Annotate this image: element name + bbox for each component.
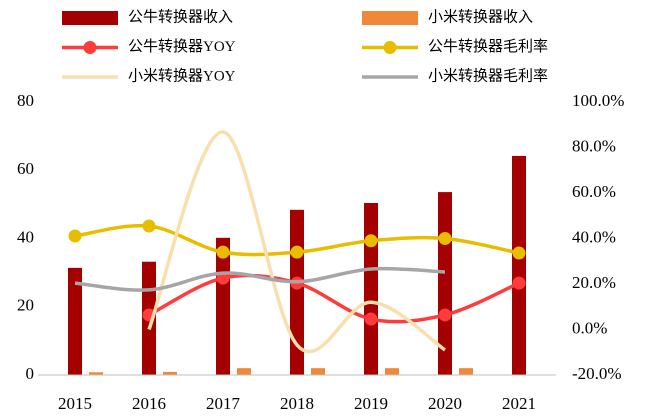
legend-marker — [83, 41, 97, 54]
y2-tick-label: 100.0% — [572, 91, 624, 110]
marker — [68, 229, 82, 243]
legend-marker — [383, 41, 397, 54]
x-tick-label: 2016 — [132, 394, 166, 413]
legend-label: 公牛转换器YOY — [128, 38, 236, 55]
bar — [237, 368, 251, 375]
bar — [163, 371, 177, 375]
legend-label: 小米转换器收入 — [428, 8, 533, 25]
marker — [364, 234, 378, 248]
line — [74, 266, 446, 292]
x-tick-label: 2020 — [428, 394, 462, 413]
marker — [438, 308, 452, 322]
legend-swatch — [362, 11, 418, 25]
marker — [438, 232, 452, 245]
line — [148, 273, 520, 324]
legend-label: 小米转换器YOY — [128, 67, 236, 84]
bar — [512, 155, 526, 375]
marker — [142, 219, 156, 233]
marker — [512, 246, 526, 260]
x-tick-label: 2018 — [280, 394, 314, 413]
y-tick-label: 20 — [17, 296, 34, 315]
line — [147, 130, 447, 354]
bar — [385, 368, 399, 375]
marker — [512, 276, 526, 290]
y2-tick-label: 60.0% — [572, 182, 616, 201]
legend-swatch — [62, 11, 118, 25]
y2-tick-label: 0.0% — [572, 318, 607, 337]
x-tick-label: 2019 — [354, 394, 388, 413]
bar — [89, 372, 103, 375]
legend-label: 小米转换器毛利率 — [428, 67, 548, 84]
marker — [290, 245, 304, 259]
y-tick-label: 0 — [26, 364, 35, 383]
y2-tick-label: 40.0% — [572, 227, 616, 246]
legend-label: 公牛转换器毛利率 — [428, 38, 548, 55]
marker — [364, 312, 378, 326]
bar — [68, 267, 82, 375]
y2-tick-label: 20.0% — [572, 273, 616, 292]
x-tick-label: 2015 — [58, 394, 92, 413]
x-tick-label: 2021 — [502, 394, 536, 413]
bar — [459, 368, 473, 375]
y-tick-label: 60 — [17, 159, 34, 178]
y-tick-label: 80 — [17, 91, 34, 110]
marker — [216, 245, 230, 259]
x-tick-label: 2017 — [206, 394, 241, 413]
bar — [311, 368, 325, 375]
y2-tick-label: 80.0% — [572, 136, 616, 155]
legend-label: 公牛转换器收入 — [128, 8, 233, 25]
y2-tick-label: -20.0% — [572, 364, 622, 383]
bar — [364, 203, 378, 375]
y-tick-label: 40 — [17, 227, 34, 246]
